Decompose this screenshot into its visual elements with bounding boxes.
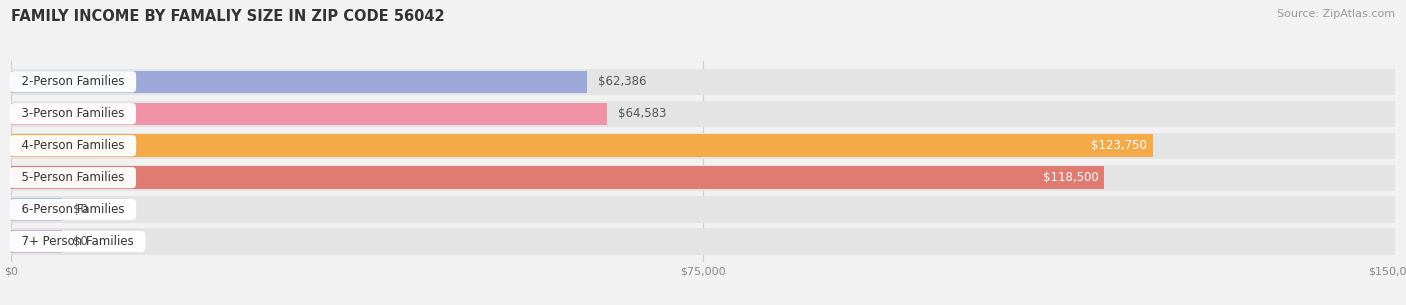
Bar (11, 133, 1395, 159)
Text: Source: ZipAtlas.com: Source: ZipAtlas.com (1277, 9, 1395, 19)
Text: $123,750: $123,750 (1091, 139, 1147, 152)
Bar (11, 135, 1153, 157)
Text: FAMILY INCOME BY FAMALIY SIZE IN ZIP CODE 56042: FAMILY INCOME BY FAMALIY SIZE IN ZIP COD… (11, 9, 444, 24)
Bar (11, 230, 62, 253)
Bar (11, 198, 62, 221)
Text: $62,386: $62,386 (598, 75, 647, 88)
Text: $118,500: $118,500 (1043, 171, 1098, 184)
Text: 5-Person Families: 5-Person Families (14, 171, 132, 184)
Text: 4-Person Families: 4-Person Families (14, 139, 132, 152)
Bar (11, 69, 1395, 95)
Bar (11, 102, 607, 125)
Bar (11, 70, 586, 93)
Text: 2-Person Families: 2-Person Families (14, 75, 132, 88)
Text: $64,583: $64,583 (619, 107, 666, 120)
Text: 3-Person Families: 3-Person Families (14, 107, 132, 120)
Bar (11, 167, 1104, 189)
Text: 7+ Person Families: 7+ Person Families (14, 235, 141, 248)
Bar (11, 164, 1395, 191)
Text: $0: $0 (73, 203, 89, 216)
Bar (11, 196, 1395, 223)
Text: $0: $0 (73, 235, 89, 248)
Bar (11, 101, 1395, 127)
Bar (11, 228, 1395, 255)
Text: 6-Person Families: 6-Person Families (14, 203, 132, 216)
